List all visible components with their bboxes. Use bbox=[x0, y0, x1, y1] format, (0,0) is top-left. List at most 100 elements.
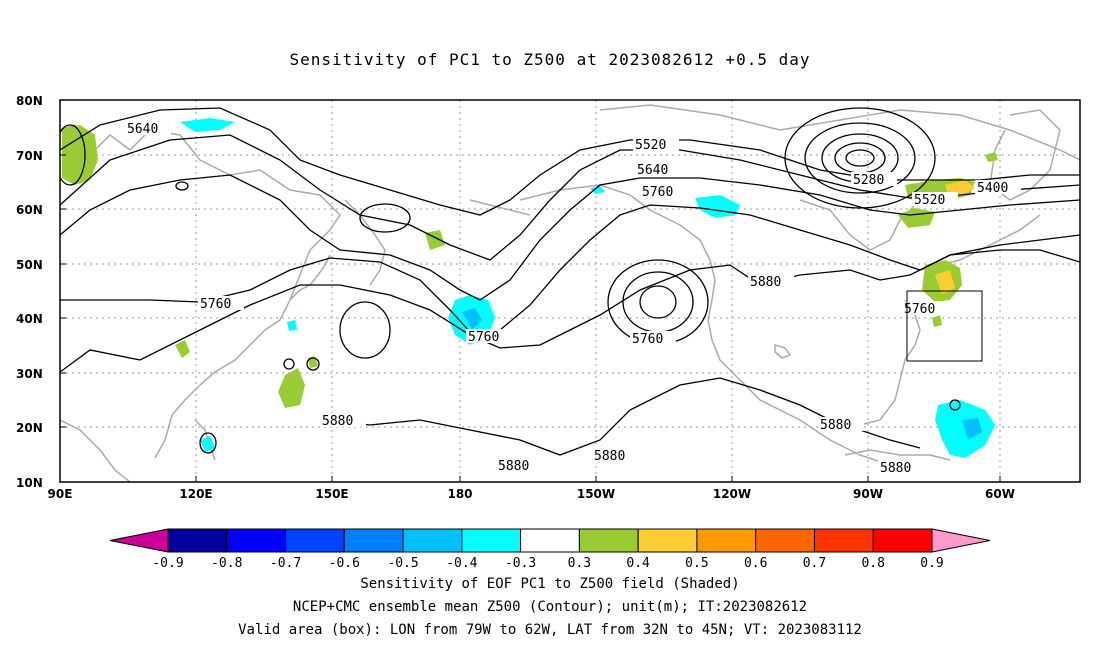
contour-label: 5760 bbox=[632, 332, 663, 347]
shade-green-pacific bbox=[278, 368, 305, 408]
x-tick-label: 90W bbox=[853, 487, 883, 501]
colorbar bbox=[109, 528, 991, 553]
contour-label: 5880 bbox=[498, 459, 529, 474]
contour-label: 5520 bbox=[914, 193, 945, 208]
contour-label: 5640 bbox=[127, 122, 158, 137]
coastline-asia bbox=[60, 124, 341, 459]
contour-label: 5280 bbox=[853, 173, 884, 188]
contour-5640 bbox=[60, 174, 1080, 301]
contour-label: 5880 bbox=[594, 449, 625, 464]
contour-labels: 5640 5520 5640 5760 5280 5400 5520 5760 … bbox=[125, 121, 1021, 476]
colorbar-tick-label: 0.6 bbox=[744, 556, 767, 571]
x-tick-label: 120E bbox=[179, 487, 212, 501]
x-tick-label: 180 bbox=[447, 487, 472, 501]
colorbar-tick-label: -0.9 bbox=[152, 556, 183, 571]
shade-yellow-newfoundland bbox=[935, 270, 955, 294]
coastline-arctic bbox=[599, 104, 1080, 161]
coastlines bbox=[60, 104, 1080, 482]
shade-green-box bbox=[932, 315, 942, 327]
x-tick-label: 150W bbox=[577, 487, 615, 501]
shade-cyan-philippines bbox=[200, 436, 215, 452]
valid-area-box bbox=[906, 290, 983, 362]
caption-line-3: Valid area (box): LON from 79W to 62W, L… bbox=[238, 622, 862, 638]
colorbar-segment bbox=[226, 528, 287, 553]
shade-green-greenland bbox=[985, 152, 998, 162]
colorbar-tick-label: -0.5 bbox=[387, 556, 418, 571]
contour-label: 5880 bbox=[820, 418, 851, 433]
coastline-alaska bbox=[519, 184, 911, 471]
y-tick-label: 20N bbox=[16, 421, 43, 435]
colorbar-tick-label: 0.7 bbox=[803, 556, 826, 571]
colorbar-segment bbox=[167, 528, 228, 553]
contour-small-4 bbox=[199, 432, 217, 454]
y-tick-label: 50N bbox=[16, 258, 43, 272]
coastline-aleutians bbox=[469, 199, 531, 216]
colorbar-segment bbox=[872, 528, 933, 553]
shade-cyan-bering bbox=[590, 186, 605, 194]
coastline-greenland bbox=[989, 109, 1061, 201]
y-tick-label: 60N bbox=[16, 203, 43, 217]
colorbar-tick-label: 0.8 bbox=[861, 556, 884, 571]
contour-low-arctic-5 bbox=[845, 149, 875, 167]
shade-cyan-okhotsk bbox=[180, 118, 235, 132]
colorbar-segment bbox=[696, 528, 757, 553]
contour-label: 5760 bbox=[642, 185, 673, 200]
contour-label: 5400 bbox=[977, 181, 1008, 196]
contour-label: 5520 bbox=[635, 138, 666, 153]
contour-5880 bbox=[60, 249, 1080, 373]
colorbar-tick-label: -0.6 bbox=[329, 556, 360, 571]
contour-label: 5760 bbox=[468, 330, 499, 345]
coastline-hudson bbox=[799, 199, 921, 251]
x-tick-label: 150E bbox=[315, 487, 348, 501]
contour-label: 5880 bbox=[750, 275, 781, 290]
x-axis-labels: 90E 120E 150E 180 150W 120W 90W 60W bbox=[48, 487, 1015, 501]
coastline-japan bbox=[289, 254, 331, 301]
contour-low-pacific bbox=[339, 301, 391, 359]
colorbar-tick-label: 0.9 bbox=[920, 556, 943, 571]
contour-low-arctic-2 bbox=[804, 122, 916, 194]
colorbar-tick-label: -0.3 bbox=[505, 556, 536, 571]
colorbar-segment bbox=[755, 528, 815, 553]
contour-label: 5880 bbox=[322, 414, 353, 429]
colorbar-segment bbox=[520, 528, 580, 553]
colorbar-segment bbox=[813, 528, 874, 553]
y-axis-labels: 80N 70N 60N 50N 40N 30N 20N 10N bbox=[16, 94, 43, 490]
x-tick-label: 60W bbox=[985, 487, 1015, 501]
contour-small-6 bbox=[60, 124, 86, 186]
contour-label: 5760 bbox=[200, 297, 231, 312]
contour-5520 bbox=[60, 134, 1080, 261]
shade-green-taiwan bbox=[175, 340, 190, 358]
tick-marks bbox=[60, 99, 1001, 483]
colorbar-segment bbox=[637, 528, 698, 553]
contour-small-2 bbox=[306, 357, 320, 371]
x-tick-label: 120W bbox=[713, 487, 751, 501]
contour-5400 bbox=[60, 107, 1080, 216]
colorbar-tick-label: 0.4 bbox=[626, 556, 650, 571]
colorbar-segment bbox=[461, 528, 522, 553]
y-tick-label: 30N bbox=[16, 367, 43, 381]
contour-5760 bbox=[60, 204, 1080, 333]
shade-blue-caribbean bbox=[962, 418, 982, 440]
contour-small-3 bbox=[283, 358, 295, 370]
colorbar-tick-label: -0.4 bbox=[446, 556, 477, 571]
map-frame bbox=[59, 99, 1081, 483]
shade-cyan-japan bbox=[287, 320, 297, 331]
colorbar-segment bbox=[343, 528, 404, 553]
colorbar-tick-label: -0.7 bbox=[270, 556, 301, 571]
shade-blue-aleutian bbox=[462, 308, 482, 330]
contour-low-arctic-1 bbox=[784, 107, 936, 209]
colorbar-tick-label: -0.8 bbox=[211, 556, 242, 571]
caption-line-2: NCEP+CMC ensemble mean Z500 (Contour); u… bbox=[292, 599, 808, 615]
contour-label: 5880 bbox=[880, 461, 911, 476]
colorbar-segment bbox=[109, 528, 169, 553]
coastline-hawaii bbox=[774, 343, 792, 359]
colorbar-segment bbox=[931, 528, 991, 553]
colorbar-tick-label: 0.3 bbox=[568, 556, 591, 571]
coastline-caribbean bbox=[844, 449, 951, 461]
contour-low-gulf-3 bbox=[639, 285, 677, 319]
colorbar-tick-label: 0.5 bbox=[685, 556, 708, 571]
colorbar-segment bbox=[285, 528, 345, 553]
caption-line-1: Sensitivity of EOF PC1 to Z500 field (Sh… bbox=[360, 576, 740, 592]
y-tick-label: 10N bbox=[16, 476, 43, 490]
y-tick-label: 40N bbox=[16, 312, 43, 326]
